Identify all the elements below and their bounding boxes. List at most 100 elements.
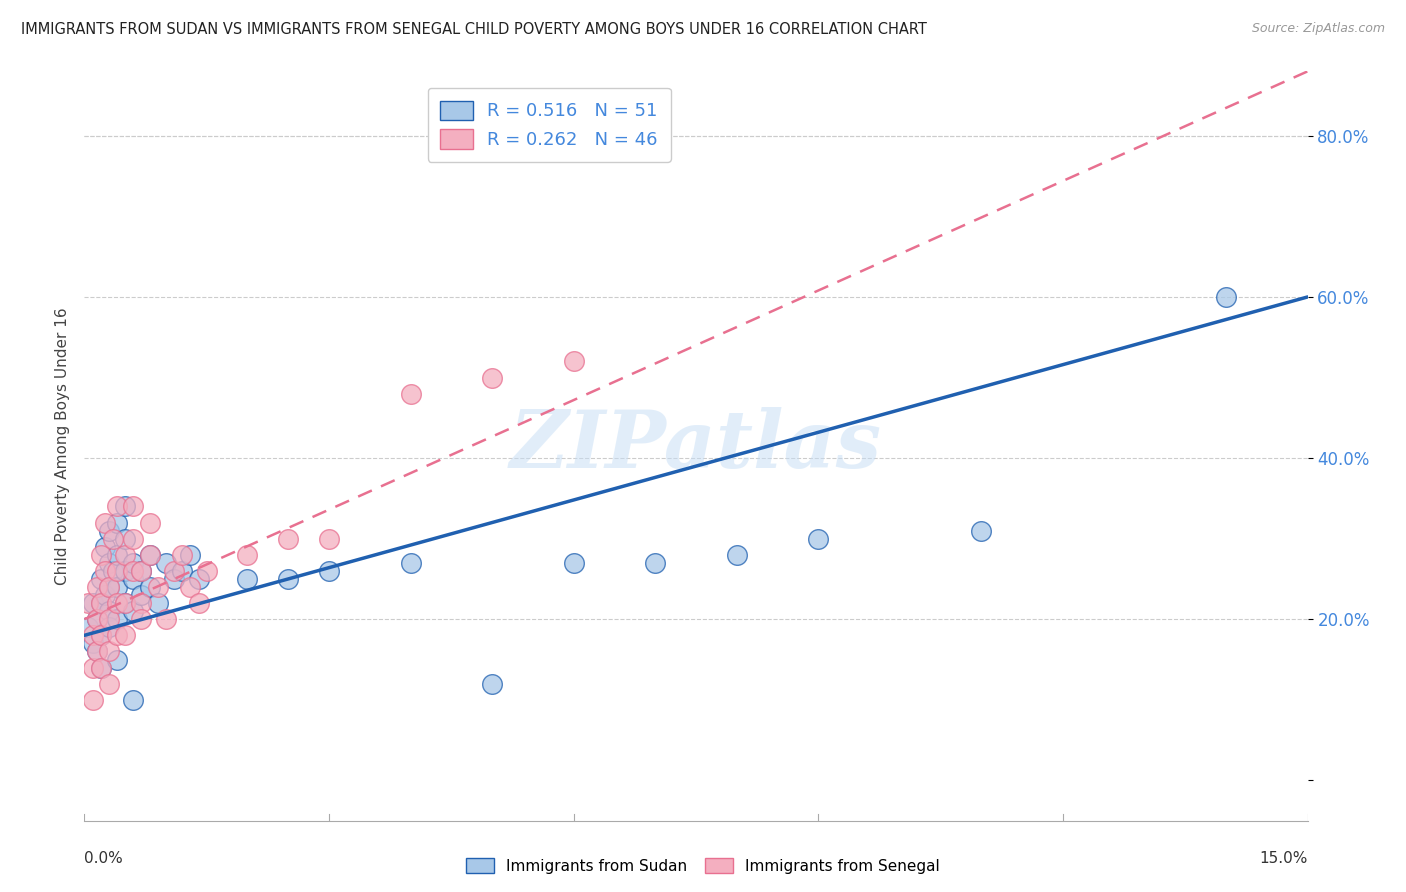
Point [86, 612, 108, 626]
Point [122, 564, 145, 578]
Point [138, 548, 160, 562]
Point [122, 604, 145, 618]
Point [82, 660, 104, 674]
Point [187, 572, 209, 586]
Point [90, 548, 112, 562]
Point [105, 652, 128, 666]
Point [90, 596, 112, 610]
Text: Source: ZipAtlas.com: Source: ZipAtlas.com [1251, 22, 1385, 36]
Y-axis label: Child Poverty Among Boys Under 16: Child Poverty Among Boys Under 16 [55, 307, 70, 585]
Point [97, 580, 120, 594]
Point [122, 500, 145, 514]
Point [146, 580, 169, 594]
Legend: R = 0.516   N = 51, R = 0.262   N = 46: R = 0.516 N = 51, R = 0.262 N = 46 [427, 88, 671, 162]
Legend: Immigrants from Sudan, Immigrants from Senegal: Immigrants from Sudan, Immigrants from S… [460, 852, 946, 880]
Point [90, 660, 112, 674]
Point [86, 612, 108, 626]
Point [97, 676, 120, 690]
Point [105, 500, 128, 514]
Point [122, 693, 145, 707]
Point [195, 564, 218, 578]
Point [114, 596, 136, 610]
Point [236, 572, 259, 586]
Point [725, 548, 748, 562]
Point [179, 580, 201, 594]
Point [122, 532, 145, 546]
Point [131, 596, 153, 610]
Point [146, 596, 169, 610]
Point [187, 596, 209, 610]
Point [86, 644, 108, 658]
Point [82, 596, 104, 610]
Point [131, 612, 153, 626]
Point [93, 564, 115, 578]
Point [138, 580, 160, 594]
Point [114, 628, 136, 642]
Point [1215, 290, 1237, 304]
Point [93, 516, 115, 530]
Point [114, 500, 136, 514]
Point [155, 556, 177, 570]
Text: IMMIGRANTS FROM SUDAN VS IMMIGRANTS FROM SENEGAL CHILD POVERTY AMONG BOYS UNDER : IMMIGRANTS FROM SUDAN VS IMMIGRANTS FROM… [21, 22, 927, 37]
Point [236, 548, 259, 562]
Point [105, 548, 128, 562]
Point [114, 548, 136, 562]
Point [131, 588, 153, 602]
Point [105, 564, 128, 578]
Point [105, 580, 128, 594]
Point [101, 532, 124, 546]
Point [122, 572, 145, 586]
Point [172, 548, 194, 562]
Point [97, 620, 120, 634]
Point [82, 628, 104, 642]
Point [114, 532, 136, 546]
Point [90, 572, 112, 586]
Point [101, 564, 124, 578]
Point [97, 604, 120, 618]
Point [97, 580, 120, 594]
Point [93, 588, 115, 602]
Point [77, 596, 100, 610]
Point [86, 644, 108, 658]
Point [90, 596, 112, 610]
Text: ZIPatlas: ZIPatlas [510, 408, 882, 484]
Point [82, 693, 104, 707]
Point [105, 596, 128, 610]
Point [155, 612, 177, 626]
Point [163, 572, 186, 586]
Point [114, 564, 136, 578]
Point [179, 548, 201, 562]
Point [277, 532, 299, 546]
Point [97, 644, 120, 658]
Point [93, 540, 115, 554]
Point [77, 620, 100, 634]
Point [97, 556, 120, 570]
Point [644, 556, 666, 570]
Point [114, 596, 136, 610]
Point [481, 676, 503, 690]
Point [970, 524, 993, 538]
Point [90, 628, 112, 642]
Point [131, 564, 153, 578]
Point [82, 636, 104, 650]
Point [172, 564, 194, 578]
Point [318, 564, 340, 578]
Point [97, 524, 120, 538]
Point [138, 516, 160, 530]
Point [86, 580, 108, 594]
Point [399, 556, 422, 570]
Text: 0.0%: 0.0% [84, 851, 124, 866]
Point [90, 660, 112, 674]
Point [122, 556, 145, 570]
Point [138, 548, 160, 562]
Point [97, 612, 120, 626]
Point [105, 628, 128, 642]
Point [131, 564, 153, 578]
Point [399, 386, 422, 401]
Point [163, 564, 186, 578]
Point [318, 532, 340, 546]
Point [481, 370, 503, 384]
Point [562, 354, 585, 368]
Point [90, 628, 112, 642]
Point [105, 612, 128, 626]
